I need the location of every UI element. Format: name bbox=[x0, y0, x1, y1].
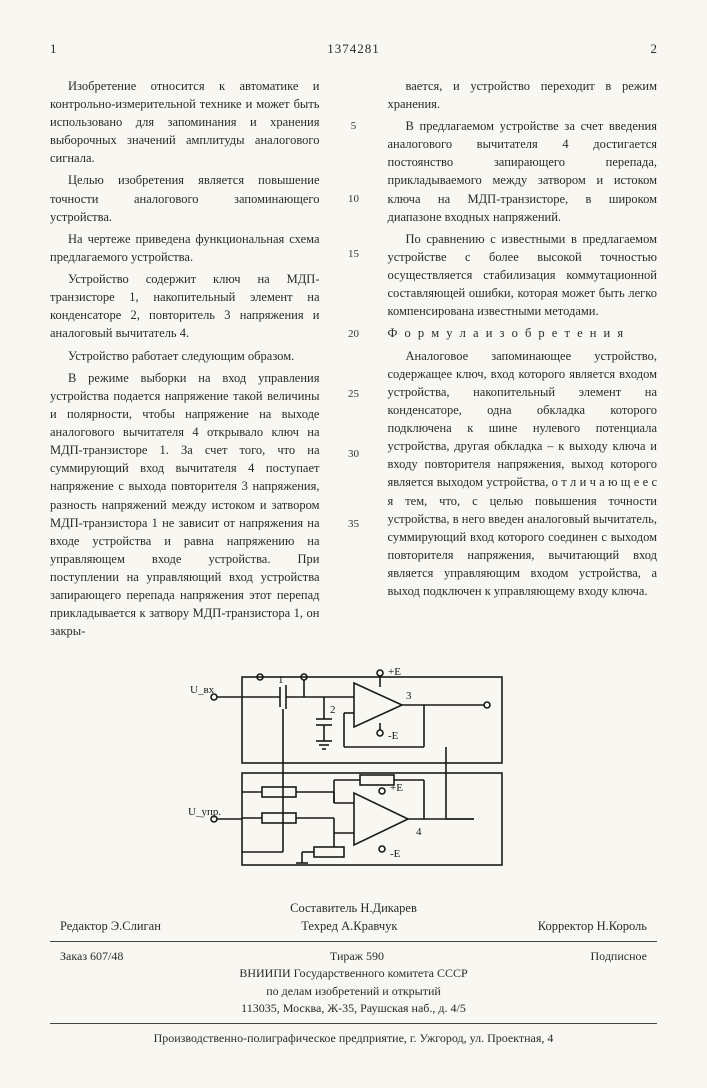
formula-heading: Ф о р м у л а и з о б р е т е н и я bbox=[388, 324, 658, 342]
compiler-line: Составитель Н.Дикарев bbox=[50, 899, 657, 917]
para: Устройство работает следующим образом. bbox=[50, 347, 320, 365]
line-marker: 15 bbox=[348, 247, 359, 263]
col-num-right: 2 bbox=[651, 40, 658, 59]
address-line: 113035, Москва, Ж-35, Раушская наб., д. … bbox=[50, 1000, 657, 1017]
imprint-block: Заказ 607/48 Тираж 590 Подписное ВНИИПИ … bbox=[50, 948, 657, 1018]
org-line-2: по делам изобретений и открытий bbox=[50, 983, 657, 1000]
label-uin: U_вх bbox=[190, 684, 215, 696]
techred: Техред А.Кравчук bbox=[301, 917, 397, 935]
editor: Редактор Э.Слиган bbox=[60, 917, 161, 935]
org-line: ВНИИПИ Государственного комитета СССР bbox=[50, 965, 657, 982]
line-marker: 20 bbox=[348, 327, 359, 343]
line-marker: 10 bbox=[348, 192, 359, 208]
para: Целью изобретения является повышение точ… bbox=[50, 171, 320, 225]
patent-number: 1374281 bbox=[57, 40, 651, 59]
schematic-svg: U_вх U_упр. +E -E +E -E 1 2 3 4 bbox=[184, 663, 524, 883]
para: Изобретение относится к автоматике и кон… bbox=[50, 77, 320, 168]
subscription: Подписное bbox=[591, 948, 648, 965]
para: Устройство содержит ключ на МДП-транзист… bbox=[50, 270, 320, 343]
credits-block: Составитель Н.Дикарев Редактор Э.Слиган … bbox=[50, 899, 657, 935]
left-column: Изобретение относится к автоматике и кон… bbox=[50, 77, 320, 645]
line-marker: 5 bbox=[351, 119, 357, 135]
circuit-schematic: U_вх U_упр. +E -E +E -E 1 2 3 4 bbox=[50, 663, 657, 883]
node-3: 3 bbox=[406, 690, 412, 702]
para: На чертеже приведена функциональная схем… bbox=[50, 230, 320, 266]
para: По сравнению с известными в предлагаемом… bbox=[388, 230, 658, 321]
node-2: 2 bbox=[330, 704, 336, 716]
label-minus-e-2: -E bbox=[390, 848, 401, 860]
tirazh: Тираж 590 bbox=[330, 948, 384, 965]
text-columns: Изобретение относится к автоматике и кон… bbox=[50, 77, 657, 645]
line-marker: 35 bbox=[348, 517, 359, 533]
para: В режиме выборки на вход управления устр… bbox=[50, 369, 320, 641]
para: Аналоговое запоминающее устройство, соде… bbox=[388, 347, 658, 601]
separator bbox=[50, 941, 657, 942]
para: вается, и устройство переходит в режим х… bbox=[388, 77, 658, 113]
line-marker: 25 bbox=[348, 387, 359, 403]
separator bbox=[50, 1023, 657, 1024]
right-column: вается, и устройство переходит в режим х… bbox=[388, 77, 658, 645]
footer: Производственно-полиграфическое предприя… bbox=[50, 1030, 657, 1047]
line-number-gutter: 5 10 15 20 25 30 35 bbox=[344, 77, 364, 645]
page-header: 1 1374281 2 bbox=[50, 40, 657, 59]
para: В предлагаемом устройстве за счет введен… bbox=[388, 117, 658, 226]
label-minus-e: -E bbox=[388, 730, 399, 742]
node-4: 4 bbox=[416, 826, 422, 838]
line-marker: 30 bbox=[348, 447, 359, 463]
corrector: Корректор Н.Король bbox=[538, 917, 647, 935]
order-number: Заказ 607/48 bbox=[60, 948, 123, 965]
label-plus-e-2: +E bbox=[390, 782, 403, 794]
label-plus-e: +E bbox=[388, 666, 401, 678]
label-uctrl: U_упр. bbox=[188, 806, 221, 818]
node-1: 1 bbox=[278, 674, 284, 686]
